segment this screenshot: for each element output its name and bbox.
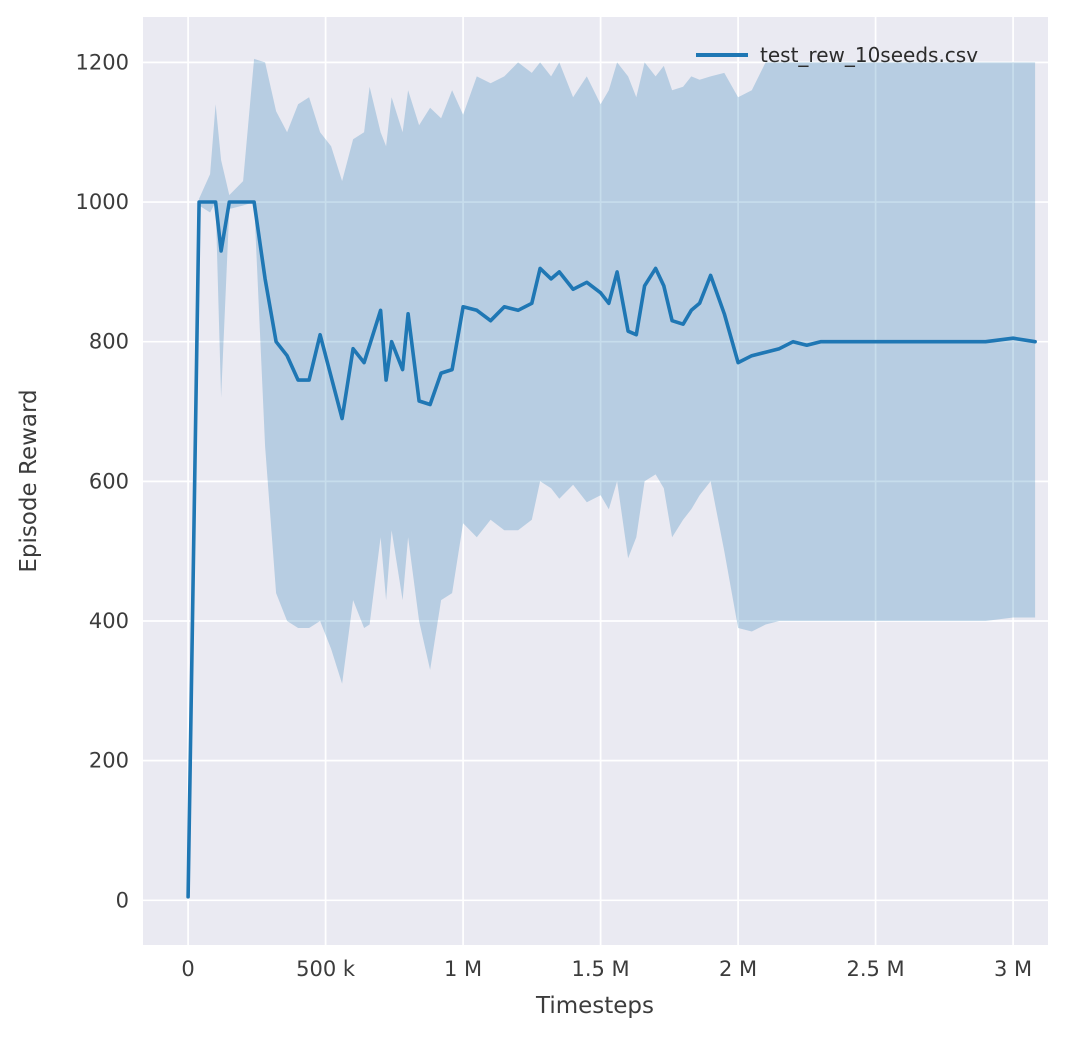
- x-axis-label: Timesteps: [535, 993, 654, 1019]
- svg-text:2 M: 2 M: [719, 957, 757, 981]
- svg-text:3 M: 3 M: [994, 957, 1032, 981]
- y-axis-label: Episode Reward: [16, 389, 42, 572]
- svg-text:1 M: 1 M: [444, 957, 482, 981]
- svg-text:1.5 M: 1.5 M: [571, 957, 629, 981]
- svg-text:400: 400: [89, 609, 129, 633]
- svg-text:600: 600: [89, 469, 129, 493]
- svg-text:200: 200: [89, 749, 129, 773]
- svg-text:800: 800: [89, 330, 129, 354]
- svg-text:0: 0: [116, 888, 129, 912]
- svg-text:1200: 1200: [76, 50, 129, 74]
- svg-text:2.5 M: 2.5 M: [846, 957, 904, 981]
- legend: test_rew_10seeds.csv: [696, 43, 978, 67]
- tick-labels: 0 500 k 1 M 1.5 M 2 M 2.5 M 3 M 0 200 400 600 800 10…: [76, 50, 1033, 981]
- plot-area: [143, 17, 1048, 945]
- svg-text:500 k: 500 k: [296, 957, 356, 981]
- legend-label: test_rew_10seeds.csv: [760, 43, 978, 67]
- svg-text:0: 0: [181, 957, 194, 981]
- svg-text:1000: 1000: [76, 190, 129, 214]
